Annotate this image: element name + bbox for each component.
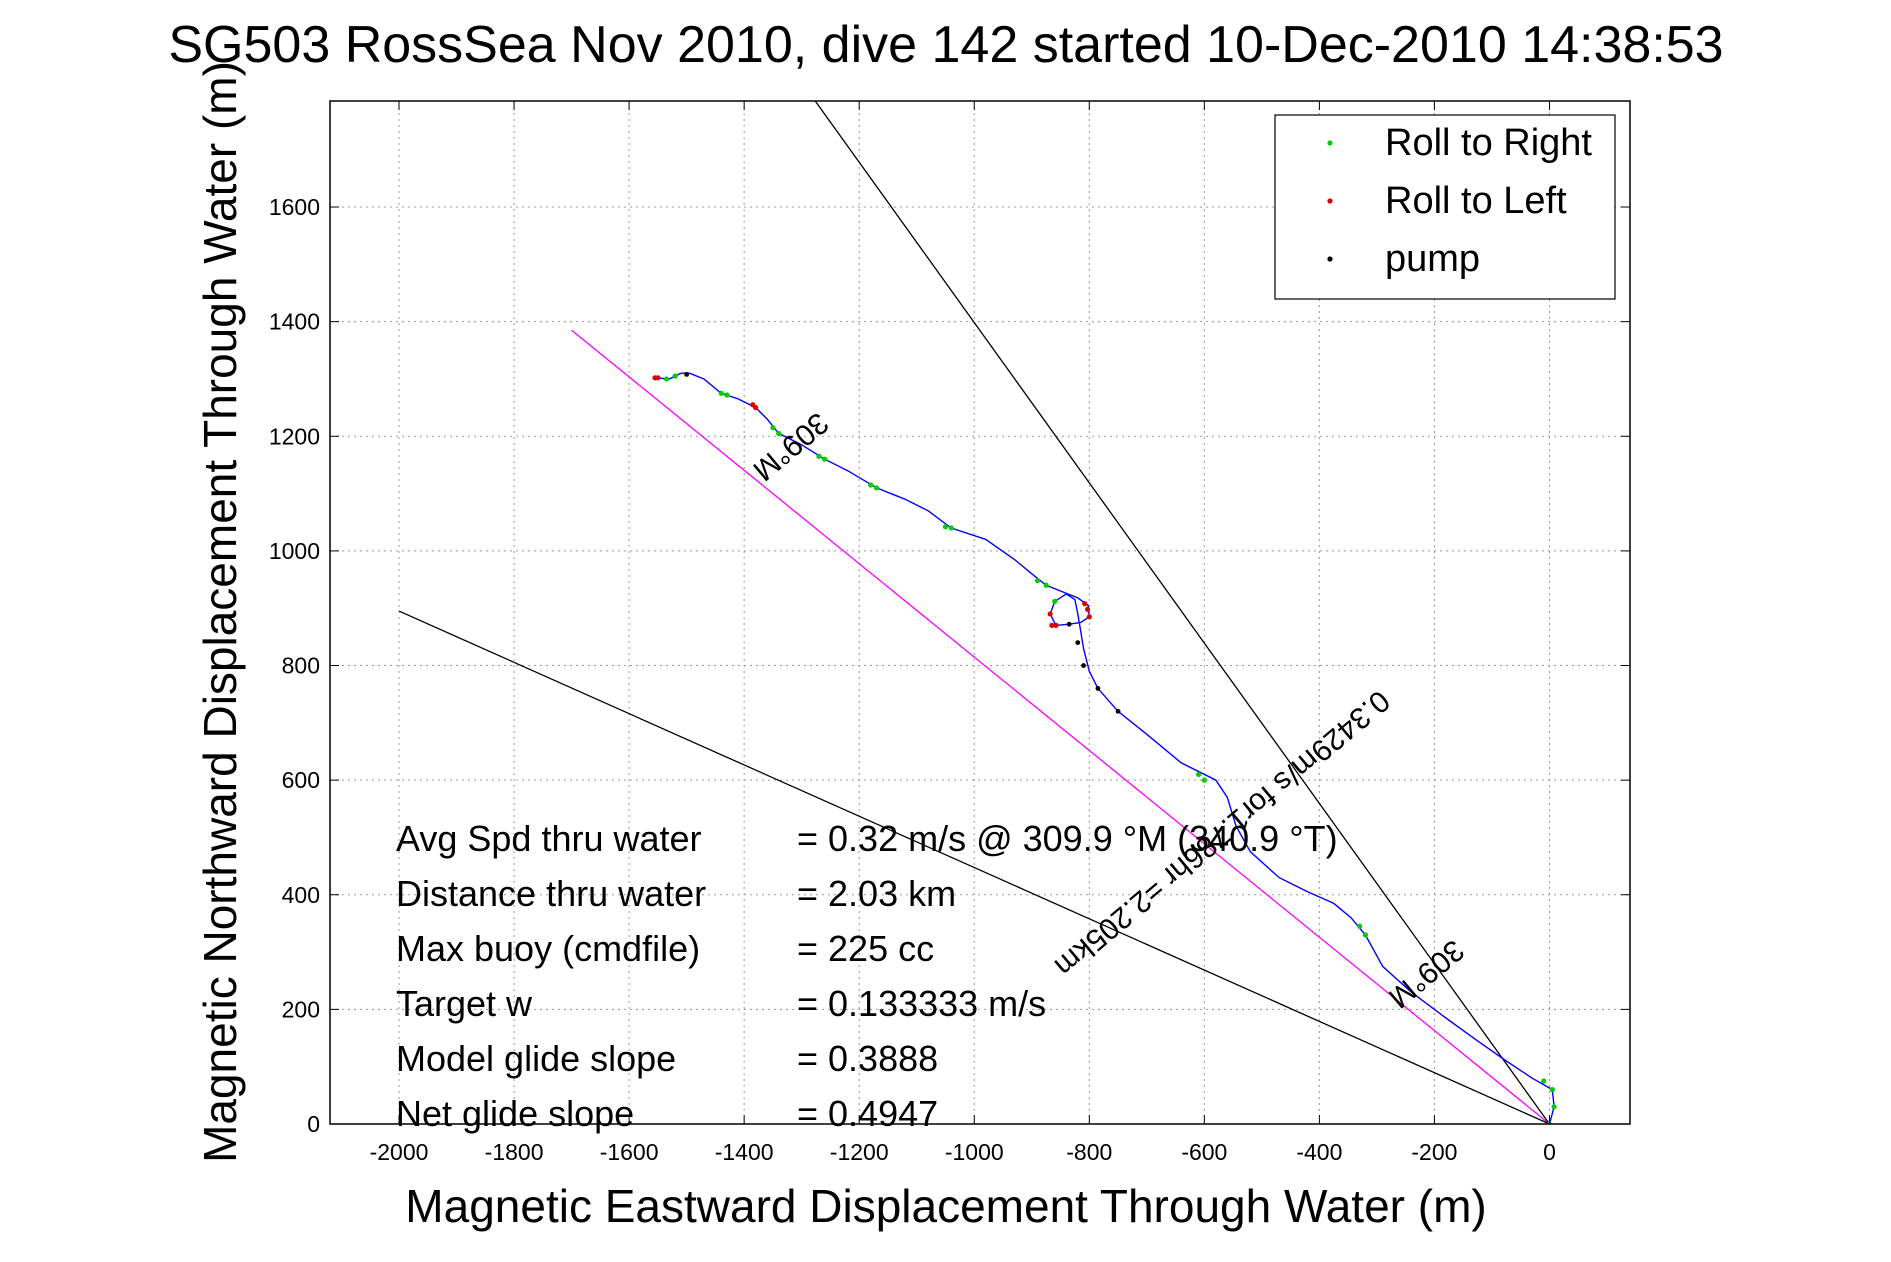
roll-left-point [750, 402, 756, 408]
roll-right-point [868, 482, 874, 488]
y-axis-ticks: 0 200 400 600 800 1000 1200 1400 1600 [269, 194, 1630, 1137]
legend-marker-2 [1327, 256, 1333, 262]
x-tick-label: -600 [1181, 1139, 1227, 1165]
stat-label: Distance thru water [396, 873, 706, 914]
x-tick-label: -1600 [600, 1139, 659, 1165]
roll-right-point [873, 485, 880, 491]
roll-right-point [942, 524, 949, 530]
stat-value: = 0.4947 [797, 1093, 938, 1134]
roll-right-point [1541, 1078, 1547, 1084]
pump-point [1066, 621, 1072, 627]
stat-label: Avg Spd thru water [396, 818, 702, 859]
roll-right-point [672, 373, 678, 379]
x-tick-label: -800 [1066, 1139, 1112, 1165]
x-tick-label: -2000 [370, 1139, 429, 1165]
roll-right-point [1043, 582, 1049, 588]
x-tick-label: -400 [1296, 1139, 1342, 1165]
y-tick-label: 1600 [269, 194, 320, 220]
legend-box [1274, 114, 1616, 300]
plot-frame [329, 100, 1631, 1125]
roll-right-point [1052, 598, 1058, 604]
roll-right-point [1549, 1087, 1555, 1093]
x-tick-label: -200 [1411, 1139, 1457, 1165]
roll-right-point [948, 525, 954, 531]
roll-left-point [1049, 622, 1055, 628]
reference-line-1 [814, 101, 1550, 1124]
roll-left-point [1086, 614, 1092, 620]
y-tick-label: 1200 [269, 423, 320, 449]
x-tick-label: -1200 [830, 1139, 889, 1165]
legend-marker-1 [1327, 198, 1333, 204]
pump-point [1115, 708, 1121, 714]
reference-line-0 [571, 329, 1550, 1124]
x-axis-ticks: -2000 -1800 -1600 -1400 -1200 -1000 -800 -600 -4… [370, 101, 1556, 1165]
roll-right-point [718, 390, 724, 396]
pump-point [684, 371, 690, 377]
reference-lines [398, 101, 1550, 1124]
stat-value: = 0.3888 [797, 1038, 938, 1079]
roll-right-point [663, 376, 670, 382]
roll-left-point [1047, 611, 1053, 617]
roll-left-point [1082, 601, 1088, 607]
roll-right-point [1362, 932, 1368, 938]
y-tick-label: 0 [307, 1111, 320, 1137]
y-tick-label: 1000 [269, 538, 320, 564]
legend: Roll to Right Roll to Left pump [1274, 114, 1616, 300]
y-axis-label: Magnetic Northward Displacement Through … [194, 61, 246, 1163]
x-tick-label: 0 [1543, 1139, 1556, 1165]
roll-right-point [816, 453, 822, 459]
stat-label: Target w [396, 983, 533, 1024]
roll-right-point [776, 430, 782, 437]
y-tick-label: 800 [282, 653, 320, 679]
legend-label-1: Roll to Left [1385, 180, 1567, 222]
stat-label: Net glide slope [396, 1093, 634, 1134]
y-tick-label: 1400 [269, 309, 320, 335]
roll-left-point [1053, 622, 1059, 628]
x-tick-label: -1800 [485, 1139, 544, 1165]
roll-right-point [1195, 771, 1202, 778]
y-tick-label: 600 [282, 767, 320, 793]
pump-point [1075, 640, 1081, 645]
roll-left-point [652, 375, 658, 381]
x-axis-label: Magnetic Eastward Displacement Through W… [405, 1180, 1486, 1232]
x-tick-label: -1400 [715, 1139, 774, 1165]
roll-right-point [1551, 1104, 1557, 1110]
roll-right-point [1357, 923, 1363, 929]
stats-block: Avg Spd thru water = 0.32 m/s @ 309.9 °M … [396, 818, 1338, 1134]
stat-label: Model glide slope [396, 1038, 676, 1079]
roll-left-point [1084, 606, 1091, 612]
pump-point [1095, 686, 1101, 691]
legend-label-2: pump [1385, 238, 1480, 280]
roll-right-point [822, 456, 828, 462]
track-markers [652, 371, 1557, 1124]
roll-right-point [1034, 578, 1041, 584]
roll-right-point [770, 425, 776, 431]
legend-marker-0 [1327, 140, 1333, 146]
x-tick-label: -1000 [945, 1139, 1004, 1165]
stat-value: = 0.32 m/s @ 309.9 °M (340.9 °T) [797, 818, 1338, 859]
y-tick-label: 400 [282, 882, 320, 908]
roll-right-point [1201, 777, 1207, 783]
stat-value: = 0.133333 m/s [797, 983, 1046, 1024]
roll-right-point [724, 392, 730, 398]
stat-value: = 225 cc [797, 928, 934, 969]
legend-label-0: Roll to Right [1385, 122, 1592, 164]
pump-point [1081, 663, 1086, 668]
stat-value: = 2.03 km [797, 873, 956, 914]
chart-title: SG503 RossSea Nov 2010, dive 142 started… [168, 16, 1723, 74]
stat-label: Max buoy (cmdfile) [396, 928, 700, 969]
reference-line-2 [398, 610, 1550, 1124]
y-tick-label: 200 [282, 996, 320, 1022]
